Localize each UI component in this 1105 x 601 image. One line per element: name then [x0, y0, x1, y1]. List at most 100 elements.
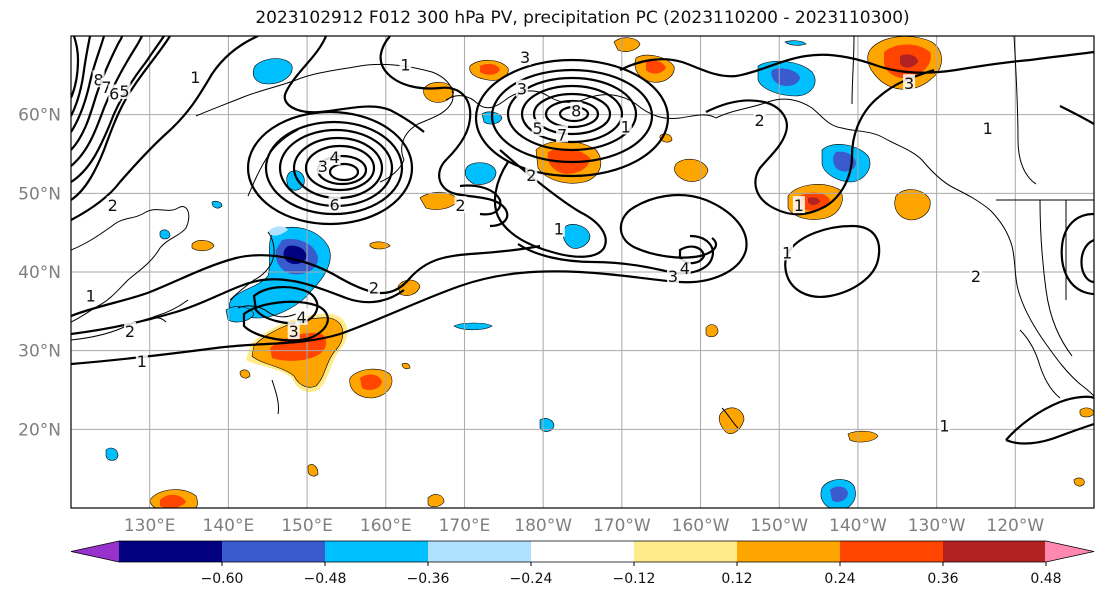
precip-blob: [900, 54, 918, 68]
pv-contour: [304, 144, 376, 192]
pv-contour-label: 8: [93, 70, 103, 89]
pv-contour: [246, 110, 414, 226]
precip-blob: [830, 486, 848, 502]
pv-contour-label-bg: [781, 243, 794, 261]
lon-tick-label: 150°E: [281, 516, 333, 536]
pv-contour: [328, 162, 360, 182]
lon-tick-label: 170°W: [593, 516, 651, 536]
pv-contour: [490, 68, 654, 164]
pv-contour-label: 3: [517, 80, 527, 99]
pv-contour-label-bg: [666, 266, 679, 284]
precip-blob: [1073, 477, 1085, 487]
pv-contour-label-bg: [295, 307, 308, 325]
pv-contour-label: 2: [971, 267, 981, 286]
colorbar-swatch: [119, 541, 223, 562]
coastline: [71, 206, 190, 323]
latitude-labels: 60°N 50°N 40°N 30°N 20°N: [18, 106, 61, 441]
precip-blob: [464, 162, 497, 185]
precip-blob: [1079, 407, 1094, 418]
lon-tick-label: 130°W: [908, 516, 966, 536]
pv-contour-label: 6: [330, 195, 340, 214]
coastline: [1039, 199, 1073, 357]
pv-contour: [283, 36, 425, 133]
pv-contour-label-bg: [328, 195, 341, 213]
pv-contour: [520, 84, 624, 144]
precip-blob: [480, 63, 500, 75]
pv-contour-label: 1: [400, 55, 410, 74]
pv-contour-label: 2: [125, 322, 135, 341]
pv-contour-label: 1: [554, 220, 564, 239]
precip-blob: [369, 241, 391, 250]
pv-contour-label: 1: [782, 243, 792, 262]
precip-blob: [427, 494, 445, 508]
lon-tick-label: 180°W: [514, 516, 572, 536]
pv-contour-label: 3: [668, 267, 678, 286]
precip-blob: [160, 495, 186, 508]
graticule: [71, 36, 1094, 508]
lat-tick-label: 20°N: [18, 420, 61, 440]
precip-blob: [211, 200, 223, 209]
coastline: [229, 231, 275, 301]
lon-tick-label: 130°E: [124, 516, 176, 536]
colorbar-tick-label: 0.24: [824, 571, 855, 587]
colorbar-swatch: [737, 541, 841, 562]
precip-blob: [562, 224, 591, 249]
pv-contour: [459, 184, 502, 216]
pv-contour: [544, 99, 600, 129]
lon-tick-label: 120°W: [986, 516, 1044, 536]
pv-contour-label-bg: [316, 156, 329, 174]
pv-contour-label: 1: [86, 287, 96, 306]
pv-contour: [71, 36, 106, 133]
precip-blob: [283, 245, 307, 265]
colorbar-tick-label: 0.36: [927, 571, 958, 587]
colorbar-tick-label: 0.12: [721, 571, 752, 587]
pv-contour-label-bg: [619, 117, 632, 135]
map-frame: [70, 35, 1095, 509]
precip-blob: [225, 306, 255, 323]
pv-contour-label-bg: [367, 278, 380, 296]
pv-contour-label-bg: [552, 219, 565, 237]
precip-blob: [894, 189, 931, 221]
pv-contour: [242, 300, 329, 342]
coastline: [1013, 36, 1037, 185]
pv-contour-label-bg: [84, 286, 97, 304]
longitude-labels: 130°E 140°E 150°E 160°E 170°E 180°W 170°W 160°W…: [124, 516, 1045, 536]
pv-contour: [252, 286, 319, 325]
pv-contour-label: 2: [526, 166, 536, 185]
precip-blob: [239, 369, 251, 379]
pv-contour-label-bg: [903, 74, 916, 92]
precip-blob: [360, 374, 382, 390]
pv-contour-label-bg: [938, 416, 951, 434]
pv-contour-label-bg: [556, 125, 569, 143]
pv-contour: [71, 36, 259, 221]
pv-contour-label-bg: [106, 196, 119, 214]
precip-blob: [705, 324, 719, 338]
pv-contour: [71, 244, 541, 318]
lat-tick-label: 50°N: [18, 184, 61, 204]
colorbar-swatch: [531, 541, 635, 562]
coastline: [851, 36, 855, 105]
precip-blob: [191, 240, 215, 252]
pv-contour-label: 6: [109, 84, 119, 103]
colorbar-swatch: [428, 541, 532, 562]
precip-blob: [674, 158, 709, 182]
pv-contour-label: 4: [330, 148, 340, 167]
pv-contour-label-bg: [753, 111, 766, 129]
pv-contour-label-bg: [135, 351, 148, 369]
pv-contour: [71, 36, 171, 201]
coastline: [271, 379, 279, 415]
pv-contour-label-bg: [189, 67, 202, 85]
pv-contour: [619, 50, 1094, 78]
colorbar-swatch: [325, 541, 429, 562]
colorbar-swatch: [840, 541, 944, 562]
precip-blob: [453, 322, 493, 331]
pv-contour: [493, 149, 607, 258]
pv-contour-label-bg: [792, 196, 805, 214]
precip-blob: [286, 170, 305, 191]
pv-contour-label-bg: [328, 148, 341, 166]
pv-contour-label: 5: [533, 119, 543, 138]
precip-blob: [808, 197, 820, 205]
colorbar: [70, 540, 1095, 563]
